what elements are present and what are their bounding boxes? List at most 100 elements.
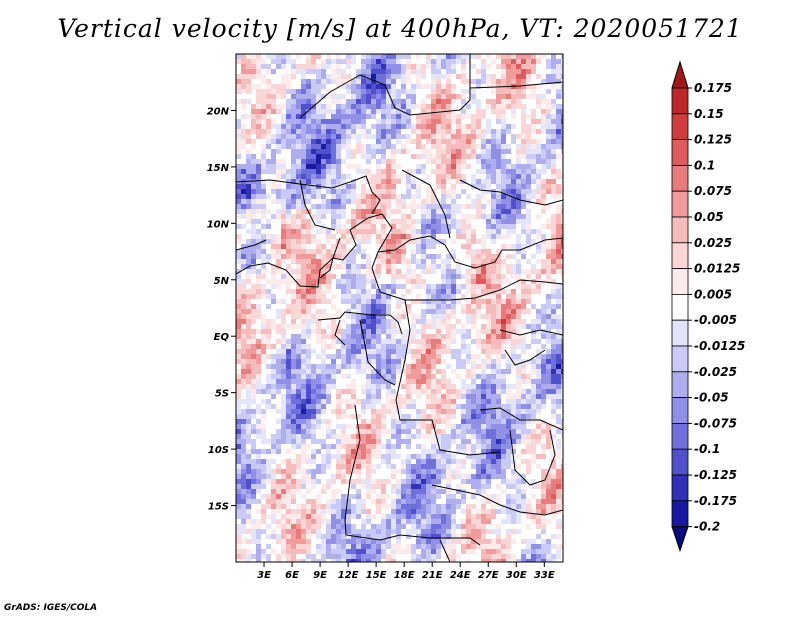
field-cell (411, 374, 416, 379)
field-cell (491, 84, 496, 89)
field-cell (441, 344, 446, 349)
field-cell (401, 334, 406, 339)
field-cell (321, 249, 326, 254)
field-cell (261, 219, 266, 224)
field-cell (286, 114, 291, 119)
field-cell (501, 374, 506, 379)
field-cell (526, 94, 531, 99)
field-cell (446, 364, 451, 369)
field-cell (471, 364, 476, 369)
field-cell (286, 119, 291, 124)
field-cell (541, 284, 546, 289)
field-cell (321, 109, 326, 114)
field-cell (371, 334, 376, 339)
field-cell (376, 204, 381, 209)
field-cell (256, 69, 261, 74)
field-cell (531, 64, 536, 69)
field-cell (376, 269, 381, 274)
field-cell (441, 294, 446, 299)
field-cell (276, 424, 281, 429)
field-cell (401, 224, 406, 229)
field-cell (431, 349, 436, 354)
field-cell (411, 314, 416, 319)
field-cell (491, 89, 496, 94)
field-cell (376, 274, 381, 279)
field-cell (371, 429, 376, 434)
field-cell (471, 339, 476, 344)
field-cell (326, 354, 331, 359)
field-cell (516, 189, 521, 194)
field-cell (476, 69, 481, 74)
field-cell (506, 364, 511, 369)
field-cell (561, 369, 563, 374)
field-cell (461, 299, 466, 304)
field-cell (431, 54, 436, 59)
field-cell (236, 89, 241, 94)
field-cell (241, 144, 246, 149)
field-cell (381, 114, 386, 119)
field-cell (391, 119, 396, 124)
field-cell (241, 104, 246, 109)
field-cell (326, 264, 331, 269)
field-cell (451, 344, 456, 349)
field-cell (491, 299, 496, 304)
field-cell (356, 234, 361, 239)
field-cell (531, 174, 536, 179)
field-cell (331, 314, 336, 319)
field-cell (366, 274, 371, 279)
field-cell (301, 69, 306, 74)
field-cell (291, 54, 296, 59)
field-cell (476, 274, 481, 279)
field-cell (256, 284, 261, 289)
field-cell (471, 179, 476, 184)
field-cell (551, 114, 556, 119)
field-cell (391, 54, 396, 59)
field-cell (511, 109, 516, 114)
field-cell (486, 329, 491, 334)
field-cell (446, 144, 451, 149)
field-cell (451, 144, 456, 149)
field-cell (546, 314, 551, 319)
field-cell (521, 184, 526, 189)
field-cell (356, 84, 361, 89)
field-cell (496, 309, 501, 314)
field-cell (376, 319, 381, 324)
field-cell (276, 394, 281, 399)
field-cell (326, 189, 331, 194)
field-cell (431, 379, 436, 384)
field-cell (516, 94, 521, 99)
field-cell (511, 289, 516, 294)
field-cell (301, 279, 306, 284)
field-cell (351, 214, 356, 219)
field-cell (341, 279, 346, 284)
field-cell (431, 324, 436, 329)
field-cell (456, 284, 461, 289)
field-cell (351, 369, 356, 374)
field-cell (436, 384, 441, 389)
field-cell (306, 294, 311, 299)
field-cell (326, 294, 331, 299)
field-cell (441, 179, 446, 184)
field-cell (501, 114, 506, 119)
field-cell (551, 74, 556, 79)
field-cell (346, 234, 351, 239)
field-cell (441, 129, 446, 134)
field-cell (401, 249, 406, 254)
field-cell (436, 234, 441, 239)
field-cell (246, 139, 251, 144)
field-cell (441, 64, 446, 69)
field-cell (411, 59, 416, 64)
field-cell (396, 189, 401, 194)
field-cell (341, 54, 346, 59)
field-cell (526, 64, 531, 69)
field-cell (261, 129, 266, 134)
field-cell (251, 104, 256, 109)
field-cell (531, 134, 536, 139)
field-cell (351, 239, 356, 244)
field-cell (316, 94, 321, 99)
field-cell (356, 354, 361, 359)
field-cell (501, 389, 506, 394)
field-cell (421, 144, 426, 149)
field-cell (486, 404, 491, 409)
field-cell (316, 79, 321, 84)
